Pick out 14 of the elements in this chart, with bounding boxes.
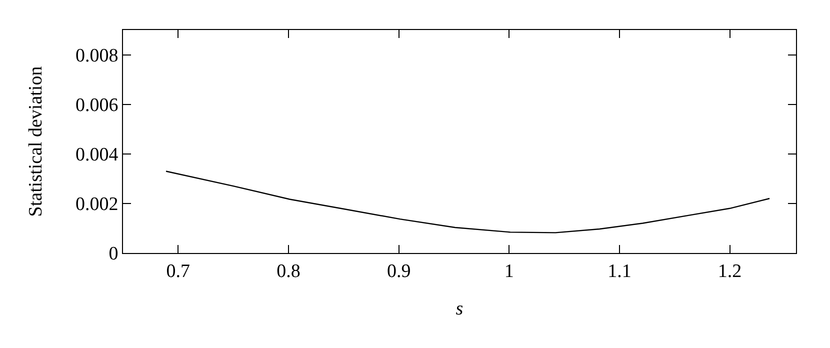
x-axis-title: s: [456, 298, 464, 320]
y-axis-title: Statistical deviation: [25, 66, 46, 217]
y-tick-label: 0.006: [75, 94, 118, 116]
x-tick-label: 0.9: [386, 260, 411, 282]
y-tick-label: 0.002: [75, 194, 118, 216]
y-tick-label: 0: [108, 244, 118, 265]
line-series: [165, 170, 770, 234]
x-tick-label: 0.8: [276, 260, 300, 282]
y-tick-label: 0.008: [75, 45, 118, 66]
x-tick-label: 1.2: [718, 260, 742, 282]
x-tick-label: 0.7: [166, 260, 190, 282]
x-tick-label: 1.1: [608, 260, 632, 282]
x-tick-label: 1: [504, 260, 514, 282]
y-tick-label: 0.004: [75, 144, 119, 166]
